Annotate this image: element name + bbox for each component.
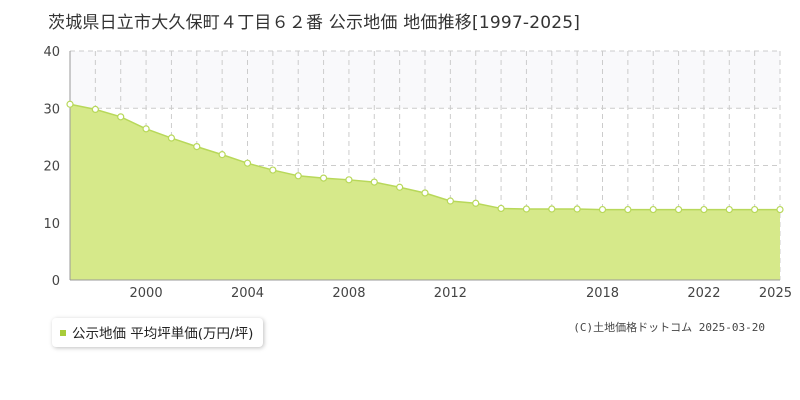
chart-title: 茨城県日立市大久保町４丁目６２番 公示地価 地価推移[1997-2025]	[48, 13, 581, 33]
data-point	[396, 183, 404, 191]
y-tick-label: 10	[43, 217, 60, 232]
data-point	[269, 166, 277, 174]
data-point	[700, 205, 708, 214]
y-tick-label: 30	[43, 102, 60, 117]
data-point	[218, 151, 226, 159]
y-tick-label: 20	[43, 160, 60, 175]
data-point	[624, 205, 632, 214]
x-tick-label: 2008	[332, 286, 365, 301]
data-point	[142, 125, 150, 133]
x-tick-label: 2000	[130, 286, 163, 301]
data-point	[497, 204, 505, 213]
data-point	[421, 189, 429, 197]
data-point	[91, 105, 99, 113]
x-tick-label: 2025	[759, 286, 792, 301]
data-point	[573, 205, 581, 213]
data-point	[345, 176, 353, 184]
data-point	[446, 197, 454, 205]
data-point	[776, 205, 784, 214]
data-point	[674, 205, 683, 214]
legend-marker-icon	[60, 330, 66, 336]
data-point	[725, 205, 733, 214]
data-point	[649, 205, 657, 214]
data-point	[243, 159, 252, 167]
data-point	[522, 205, 531, 213]
copyright-text: (C)土地価格ドットコム 2025-03-20	[573, 321, 765, 334]
data-point	[751, 205, 759, 214]
data-point	[370, 178, 378, 186]
x-tick-label: 2022	[687, 286, 720, 301]
x-tick-label: 2018	[586, 286, 619, 301]
data-point	[548, 205, 556, 213]
legend-label: 公示地価 平均坪単価(万円/坪)	[72, 326, 254, 342]
data-point	[472, 199, 480, 207]
legend: 公示地価 平均坪単価(万円/坪)	[52, 318, 264, 347]
data-point	[193, 143, 201, 151]
x-tick-label: 2004	[231, 286, 264, 301]
y-tick-label: 0	[52, 274, 60, 289]
data-point	[319, 174, 328, 182]
data-point	[117, 113, 125, 121]
data-point	[598, 205, 607, 214]
data-point	[66, 100, 74, 108]
y-tick-label: 40	[43, 45, 60, 60]
series-area	[70, 104, 780, 281]
x-tick-label: 2012	[434, 286, 467, 301]
data-point	[294, 172, 302, 180]
data-point	[167, 134, 176, 142]
